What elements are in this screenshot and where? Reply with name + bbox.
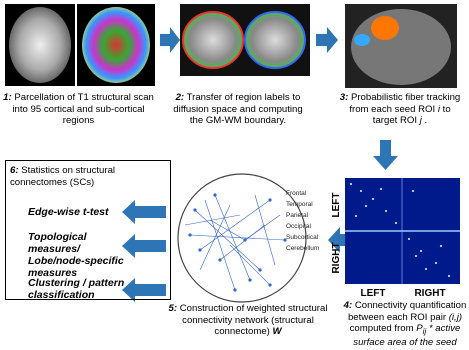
step-number: 5: (168, 303, 178, 314)
step-text: Statistics on structural connectomes (SC… (10, 165, 116, 188)
legend-label: Frontal (286, 190, 307, 197)
brain-color (82, 7, 150, 83)
step-text: P (416, 323, 423, 334)
step-number: 4: (343, 300, 353, 311)
matrix-cells (350, 183, 450, 277)
network-legend: Frontal Temporal Parietal Occipital Subc… (286, 190, 319, 252)
network-edges (184, 194, 286, 291)
step-text: (i,j) (448, 311, 463, 323)
arrow (122, 234, 166, 258)
step-text: to target ROI (372, 103, 451, 127)
step-number: 2: (175, 92, 185, 103)
step-caption: 2: Transfer of region labels to diffusio… (168, 92, 308, 127)
arrow (316, 27, 338, 53)
column-label: LEFT (361, 288, 386, 299)
step-text: Probabilistic fiber tracking from each s… (349, 92, 461, 115)
step-text: ij (422, 326, 427, 336)
legend-label: Occipital (286, 223, 311, 230)
brain-slice (351, 9, 451, 85)
step-text: Construction of weighted structural conn… (179, 303, 328, 337)
legend-label: Subcortical (286, 234, 319, 241)
step-text: * active surface area of the seed (353, 323, 461, 349)
arrow (373, 140, 398, 170)
fiber-orange (371, 16, 399, 40)
step-caption: 3: Probabilistic fiber tracking from eac… (336, 92, 464, 127)
arrow (328, 227, 352, 253)
column-label: RIGHT (414, 288, 445, 299)
legend-label: Parietal (286, 212, 309, 219)
statistics-box (5, 160, 171, 300)
statistic-item: Edge-wise t-test (28, 206, 109, 218)
step-number: 3: (339, 92, 349, 103)
statistic-item: Topological measures/ Lobe/node-specific… (28, 231, 124, 279)
network-nodes (188, 193, 287, 292)
statistic-item: Clustering / pattern classification (28, 277, 125, 301)
step-text: Parcellation of T1 structural scan into … (12, 92, 154, 126)
step-text: . (421, 115, 428, 126)
step-caption: 4: Connectivity quantification between e… (343, 300, 467, 349)
brain-gray (9, 7, 71, 83)
step-caption: 6: Statistics on structural connectomes … (10, 165, 165, 188)
step-number: 1: (3, 92, 12, 103)
row-label: LEFT (331, 193, 342, 218)
coronal-right (244, 11, 306, 69)
step-number: 6: (10, 165, 19, 176)
arrow (160, 27, 180, 53)
arrow (122, 278, 166, 302)
step-caption: 1: Parcellation of T1 structural scan in… (2, 92, 155, 127)
legend-label: Cerebellum (286, 245, 319, 252)
coronal-left (182, 11, 244, 69)
legend-label: Temporal (286, 201, 313, 208)
fiber-blue (354, 34, 370, 46)
step-text: Transfer of region labels to diffusion s… (173, 92, 303, 126)
step-caption: 5: Construction of weighted structural c… (166, 303, 330, 338)
arrow (122, 200, 166, 224)
step-text: computed from (349, 323, 417, 334)
step-text: W (272, 326, 282, 337)
step-text: Connectivity quantification between each… (347, 300, 467, 323)
step-text: i (437, 103, 440, 115)
step-text: j (419, 115, 422, 126)
row-label: RIGHT (331, 242, 342, 273)
